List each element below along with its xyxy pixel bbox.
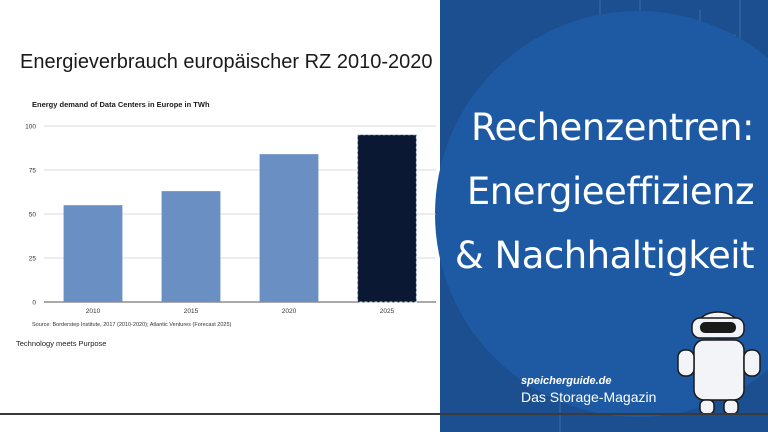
chart-title: Energy demand of Data Centers in Europe … <box>32 100 210 109</box>
bar-2010 <box>63 205 123 302</box>
bar-forecast-2025 <box>357 134 417 303</box>
robot-mascot-icon <box>677 311 761 415</box>
headline-line-3: & Nachhaltigkeit <box>454 234 755 277</box>
bar-2020 <box>259 154 319 302</box>
y-tick-label: 100 <box>25 124 36 131</box>
bar-2015 <box>161 191 221 302</box>
page-title: Energieverbrauch europäischer RZ 2010-20… <box>20 51 433 73</box>
brand-url: speicherguide.de <box>521 375 612 387</box>
chart-source: Source: Borderstep Institute, 2017 (2010… <box>32 322 232 328</box>
y-tick-label: 0 <box>32 300 36 307</box>
headline-line-1: Rechenzentren: <box>470 106 755 149</box>
brand-tagline: Das Storage-Magazin <box>521 389 657 405</box>
y-tick-label: 25 <box>29 256 37 263</box>
x-tick-label: 2025 <box>380 308 395 315</box>
x-axis-ticks: 2010 2015 2020 2025 <box>86 308 395 315</box>
footer-text: Technology meets Purpose <box>16 339 107 348</box>
y-axis-ticks: 0 25 50 75 100 <box>25 124 36 307</box>
bars <box>63 134 417 303</box>
y-tick-label: 75 <box>29 168 37 175</box>
y-tick-label: 50 <box>29 212 37 219</box>
banner-circle <box>435 11 768 417</box>
x-tick-label: 2010 <box>86 308 101 315</box>
divider <box>0 413 768 415</box>
headline: Rechenzentren: Energieeffizienz & Nachha… <box>454 96 755 288</box>
headline-line-2: Energieeffizienz <box>466 170 755 213</box>
x-tick-label: 2020 <box>282 308 297 315</box>
x-tick-label: 2015 <box>184 308 199 315</box>
